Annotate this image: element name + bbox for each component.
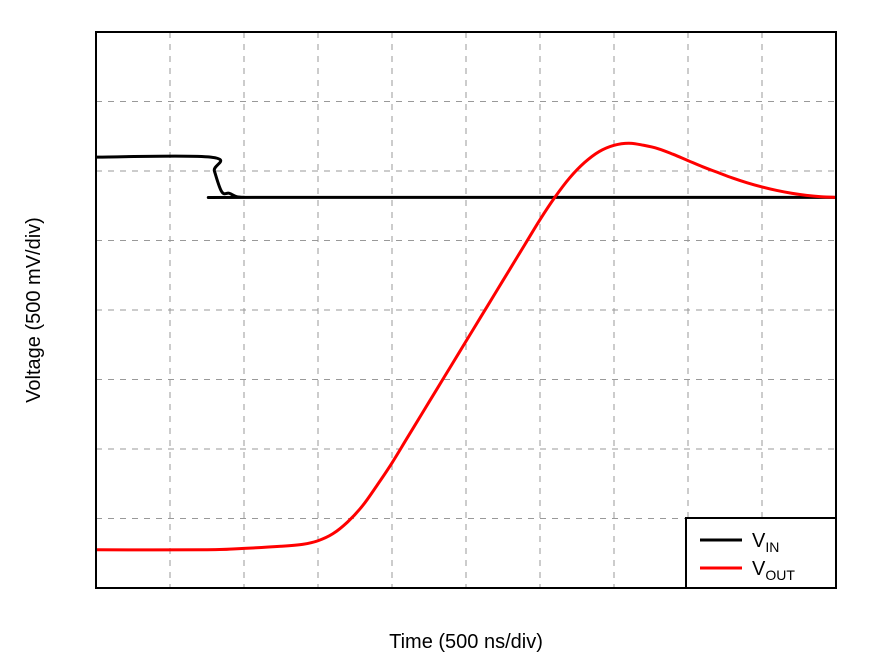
y-axis-label: Voltage (500 mV/div) — [23, 217, 45, 403]
x-axis-label: Time (500 ns/div) — [389, 631, 543, 653]
oscilloscope-chart: Time (500 ns/div)Voltage (500 mV/div)VIN… — [0, 0, 882, 668]
chart-container: Time (500 ns/div)Voltage (500 mV/div)VIN… — [0, 0, 882, 668]
